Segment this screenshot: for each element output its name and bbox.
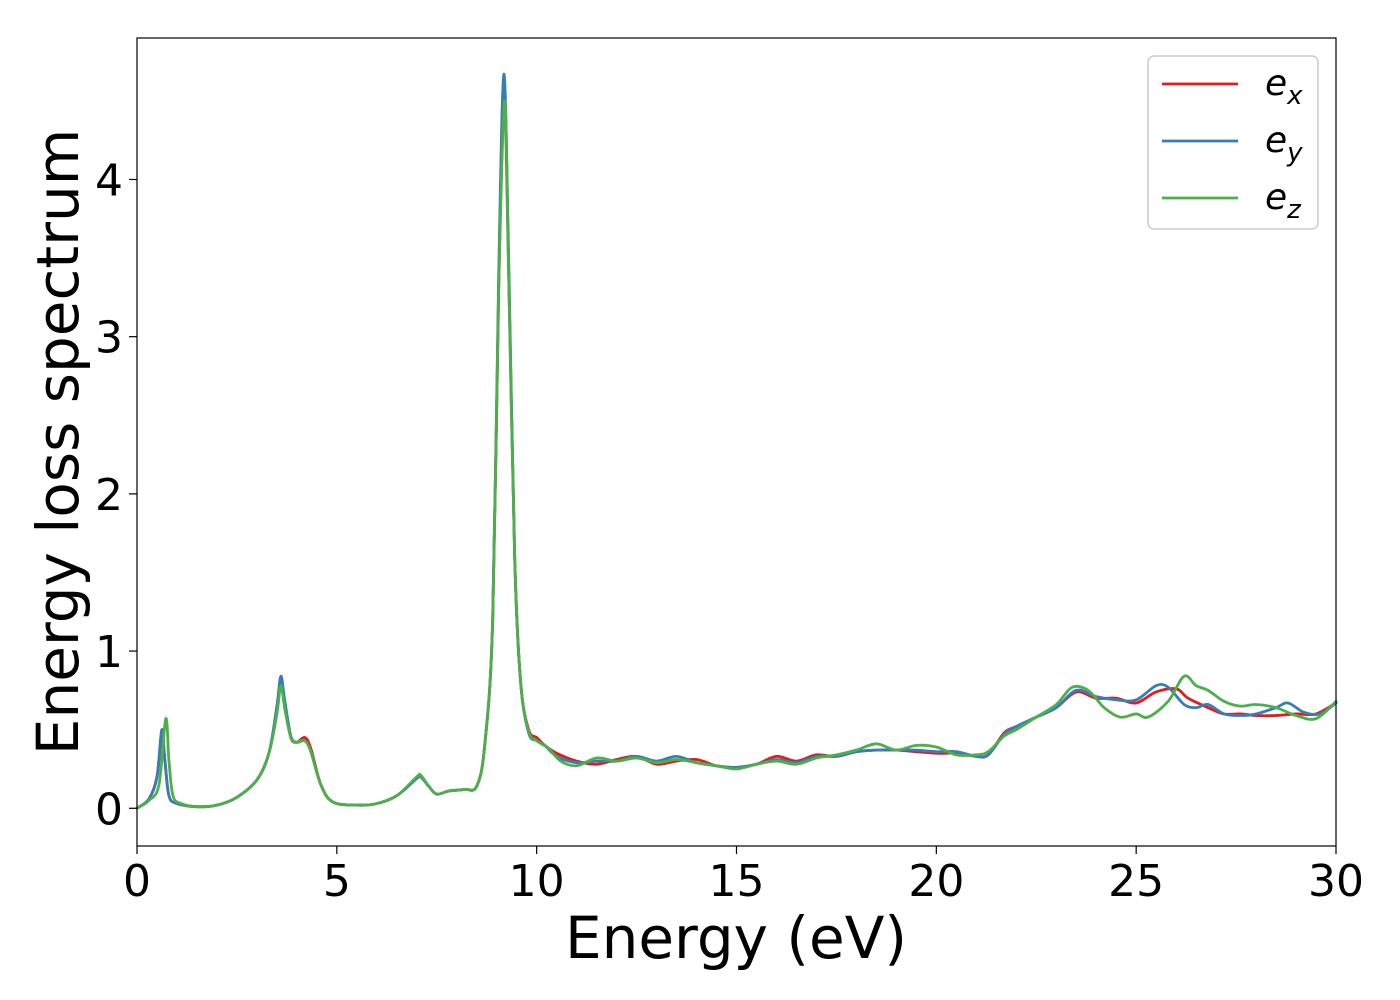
legend-label: ex (1265, 63, 1303, 111)
x-tick-label: 25 (1108, 856, 1164, 907)
y-axis-title: Energy loss spectrum (24, 129, 92, 755)
legend-label: ey (1265, 120, 1303, 168)
y-tick-label: 0 (95, 784, 123, 835)
x-tick-label: 30 (1308, 856, 1364, 907)
y-axis: 0 1 2 3 4 (95, 155, 137, 835)
legend-label: ez (1265, 177, 1302, 225)
y-tick-label: 1 (95, 627, 123, 678)
series-lines (135, 72, 1338, 810)
legend-label-sub: x (1286, 81, 1303, 111)
x-axis-title: Energy (eV) (565, 904, 907, 972)
legend-label-base: e (1265, 63, 1287, 104)
x-tick-label: 20 (908, 856, 964, 907)
x-tick-label: 15 (709, 856, 765, 907)
legend-label-sub: y (1286, 138, 1303, 168)
legend-label-sub: z (1286, 195, 1302, 225)
x-tick-label: 10 (509, 856, 565, 907)
x-tick-label: 5 (323, 856, 351, 907)
legend-label-base: e (1265, 177, 1287, 218)
y-tick-label: 4 (95, 155, 123, 206)
legend-box (1147, 55, 1319, 230)
series-line-e-z (135, 99, 1338, 810)
y-tick-label: 2 (95, 470, 123, 521)
legend-label-base: e (1265, 120, 1287, 161)
x-axis: 0 5 10 15 20 25 30 (123, 846, 1364, 907)
y-tick-label: 3 (95, 313, 123, 364)
x-tick-label: 0 (123, 856, 151, 907)
